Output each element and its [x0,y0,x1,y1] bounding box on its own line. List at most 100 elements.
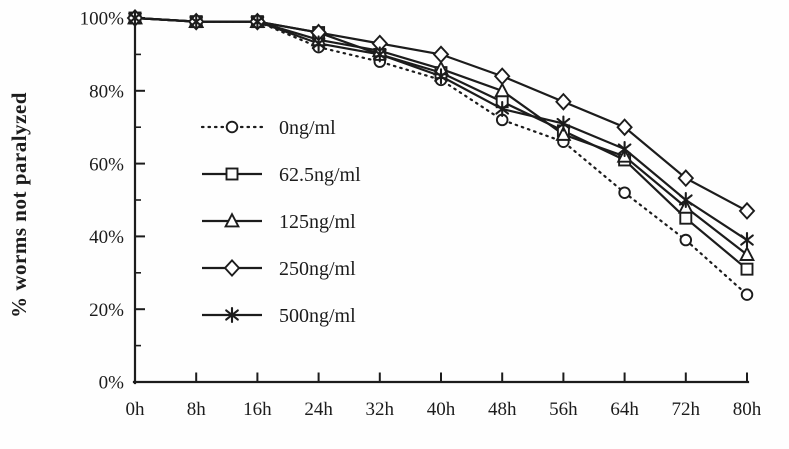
x-tick-label: 0h [126,399,146,420]
data-point-250ng-ml [677,169,695,188]
legend-item-125ng-ml: 125ng/ml [202,211,356,233]
legend-item-500ng-ml: 500ng/ml [202,305,356,327]
asterisk-marker [556,115,571,132]
asterisk-marker [495,100,510,118]
legend-label: 250ng/ml [279,258,356,280]
data-point-500ng-ml [556,115,571,132]
data-point-250ng-ml [616,118,633,137]
y-axis-labels: 0% 20% 40% 60% 80% 100% [80,9,125,394]
legend-marker-square [225,167,239,181]
series-line-0ng-ml [133,16,749,296]
circle-marker [740,288,754,301]
diamond-marker [223,258,241,278]
legend-item-62-5ng-ml: 62.5ng/ml [202,164,361,186]
legend-label: 62.5ng/ml [279,164,361,186]
data-point-62-5ng-ml [740,262,754,276]
y-tick-label: 40% [89,227,124,248]
legend-marker-asterisk [225,306,239,324]
data-point-500ng-ml [372,46,387,63]
triangle-marker [555,125,572,141]
data-point-125ng-ml [739,245,755,261]
x-tick-label: 80h [733,399,762,420]
data-point-125ng-ml [555,125,572,141]
legend-marker-circle [225,120,239,134]
series-markers [126,8,756,301]
asterisk-marker [434,68,448,85]
asterisk-marker [189,13,204,30]
x-tick-label: 32h [366,399,395,420]
data-point-250ng-ml [738,201,756,220]
legend-label: 0ng/ml [279,117,336,139]
x-tick-label: 16h [243,399,272,420]
data-point-500ng-ml [678,191,693,209]
y-tick-label: 0% [99,373,125,394]
x-axis-labels: 0h 8h 16h 24h 32h 40h 48h 56h 64h 72h 80h [126,399,762,420]
legend-item-0ng-ml: 0ng/ml [200,117,336,139]
data-point-500ng-ml [495,100,510,118]
triangle-marker [224,212,240,228]
diamond-marker [493,67,511,86]
y-tick-label: 100% [80,9,125,30]
data-point-0ng-ml [679,233,693,247]
y-axis-title: % worms not paralyzed [7,92,31,318]
x-tick-label: 56h [549,399,578,420]
legend-label: 500ng/ml [279,305,356,327]
asterisk-marker [372,46,387,63]
asterisk-marker [225,306,239,324]
data-point-0ng-ml [740,288,754,301]
data-point-500ng-ml [128,9,142,27]
plot-area: 0% 20% 40% 60% 80% 100% 0h 8h 16h 24h 32h 40h 48h 56h… [80,9,762,420]
circle-marker [679,233,693,247]
diamond-marker [432,45,450,64]
y-tick-label: 80% [89,81,124,102]
legend-marker-triangle [224,212,240,228]
data-point-500ng-ml [617,140,632,158]
data-point-62-5ng-ml [679,211,693,225]
asterisk-marker [678,191,693,209]
y-axis-ticks [135,17,145,347]
data-point-500ng-ml [189,13,204,30]
data-point-0ng-ml [618,186,631,199]
x-axis-ticks [195,372,748,382]
x-tick-label: 48h [488,399,517,420]
data-point-500ng-ml [434,68,448,85]
data-point-250ng-ml [493,67,511,86]
diamond-marker [616,118,633,137]
x-tick-label: 40h [427,399,456,420]
data-point-125ng-ml [494,81,511,98]
series-markers-500ng-ml [128,9,754,249]
x-tick-label: 8h [187,399,207,420]
square-marker [225,167,239,181]
asterisk-marker [311,35,326,52]
data-point-250ng-ml [555,92,572,111]
y-tick-label: 20% [89,300,124,321]
data-point-500ng-ml [740,231,754,249]
square-marker [679,211,693,225]
triangle-marker [494,81,511,98]
circle-marker [618,186,631,199]
x-tick-label: 24h [304,399,333,420]
data-point-500ng-ml [250,13,265,30]
triangle-marker [739,245,755,261]
circle-marker [225,120,239,134]
diamond-marker [738,201,756,220]
asterisk-marker [128,9,142,27]
asterisk-marker [740,231,754,249]
square-marker [740,262,754,276]
data-point-250ng-ml [432,45,450,64]
diamond-marker [555,92,572,111]
x-tick-label: 72h [672,399,701,420]
diamond-marker [677,169,695,188]
chart-legend: 0ng/ml 62.5ng/ml 125ng/ml 250ng/ml 500ng/ml [200,117,361,327]
legend-marker-diamond [223,258,241,278]
legend-item-250ng-ml: 250ng/ml [202,258,356,280]
legend-label: 125ng/ml [279,211,356,233]
data-point-500ng-ml [311,35,326,52]
asterisk-marker [617,140,632,158]
y-tick-label: 60% [89,154,124,175]
x-tick-label: 64h [610,399,639,420]
asterisk-marker [250,13,265,30]
